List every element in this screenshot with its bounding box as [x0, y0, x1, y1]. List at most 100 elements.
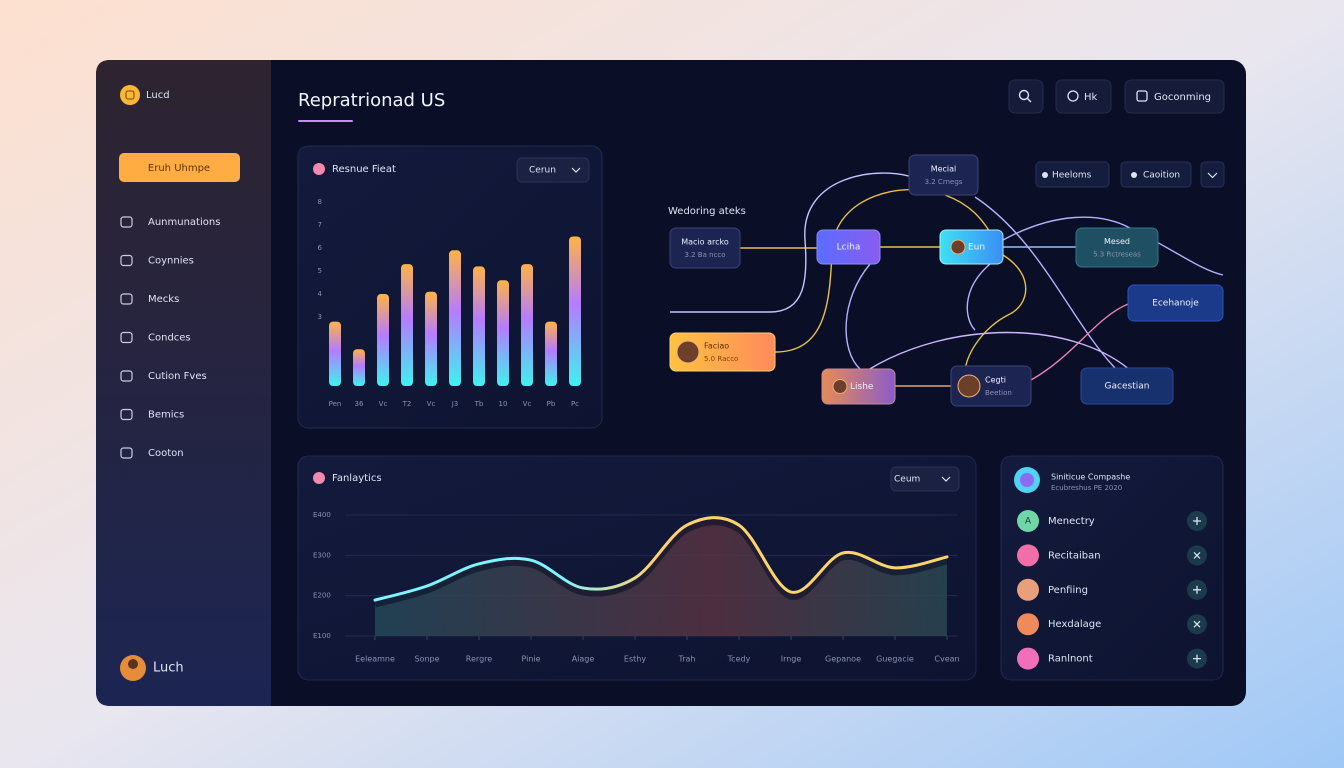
menu-icon	[120, 293, 133, 305]
edge	[966, 263, 991, 331]
bar	[425, 291, 437, 386]
primary-button-label[interactable]: Eruh Uhmpe	[148, 163, 210, 174]
x-tick-label: Sonpe	[414, 655, 439, 664]
y-tick-label: E100	[313, 632, 331, 640]
x-tick-label: Tb	[474, 400, 484, 408]
x-tick-label: 36	[355, 400, 364, 408]
y-tick-label: 5	[318, 267, 322, 275]
member-avatar	[1017, 613, 1039, 636]
workflow-node[interactable]	[1127, 284, 1224, 322]
dropdown-chevron	[571, 167, 581, 173]
x-tick-label: 10	[499, 400, 508, 408]
workflow-node[interactable]	[1075, 227, 1159, 268]
workflow-node[interactable]	[1080, 367, 1174, 405]
dropdown-label[interactable]: Cerun	[529, 166, 556, 176]
brand-logo-glyph	[125, 90, 135, 100]
card-icon	[313, 163, 325, 175]
team-subtitle: Ecubreshus PE 2020	[1051, 484, 1122, 492]
node-avatar	[950, 239, 966, 255]
node-sub: 5.3 Rctreseas	[1093, 251, 1141, 259]
member-name: Menectry	[1048, 516, 1095, 527]
legend-chip[interactable]	[1035, 161, 1110, 188]
header-button-icon	[1136, 90, 1148, 102]
dropdown[interactable]	[890, 466, 960, 492]
y-tick-label: 3	[318, 313, 322, 321]
legend-chip[interactable]	[1120, 161, 1192, 188]
legend-toggle-chevron	[1207, 172, 1218, 179]
node-label: Faciao	[704, 342, 729, 351]
edge	[774, 188, 991, 353]
node-label: Macio arcko	[681, 238, 729, 247]
legend-toggle[interactable]	[1200, 161, 1225, 188]
y-tick-label: 7	[318, 221, 322, 229]
dropdown-label[interactable]: Ceum	[894, 475, 920, 485]
y-tick-label: E300	[313, 551, 331, 559]
dropdown-chevron	[941, 476, 951, 482]
search-icon-handle	[1027, 98, 1032, 103]
menu-item[interactable]: Condces	[148, 333, 191, 344]
header-button[interactable]	[1124, 79, 1225, 114]
member-avatar	[1017, 510, 1039, 532]
workflow-node[interactable]	[908, 154, 979, 196]
menu-item[interactable]: Cution Fves	[148, 371, 207, 382]
bar	[449, 250, 461, 386]
brand-logo	[120, 85, 140, 105]
team-card	[1000, 455, 1224, 681]
line-shadow	[374, 518, 948, 608]
edge	[974, 196, 1116, 369]
workflow-node[interactable]	[816, 229, 881, 265]
member-name: Ranlnont	[1048, 654, 1093, 665]
header-button-label[interactable]: Hk	[1084, 92, 1098, 103]
header-button[interactable]	[1055, 79, 1112, 114]
member-initial: A	[1025, 517, 1032, 527]
x-tick-label: Vc	[379, 400, 388, 408]
member-name: Recitaiban	[1048, 550, 1101, 561]
node-label: Ecehanoje	[1152, 299, 1199, 309]
user-name[interactable]: Luch	[153, 661, 184, 676]
header-button-label[interactable]: Goconming	[1154, 92, 1211, 103]
search-button[interactable]	[1008, 79, 1044, 114]
menu-icon	[120, 216, 133, 228]
workflow-node[interactable]	[669, 332, 776, 372]
member-action-icon	[1193, 654, 1201, 663]
x-tick-label: Esthy	[624, 655, 646, 664]
bar	[473, 266, 485, 386]
menu-item[interactable]: Aunmunations	[148, 217, 220, 228]
primary-button[interactable]	[119, 153, 240, 182]
x-tick-label: Tcedy	[727, 655, 751, 664]
edge	[1030, 303, 1129, 381]
y-tick-label: E200	[313, 592, 331, 600]
menu-icon	[120, 254, 133, 267]
member-name: Penfiing	[1048, 585, 1088, 596]
title-underline	[298, 120, 353, 122]
member-avatar	[1017, 647, 1039, 670]
menu-item[interactable]: Mecks	[148, 294, 179, 305]
x-tick-label: Pb	[547, 400, 556, 408]
edge	[964, 254, 1027, 371]
bar	[353, 349, 365, 386]
user-avatar-face	[128, 659, 138, 669]
brand-name: Lucd	[146, 90, 170, 101]
menu-item[interactable]: Cooton	[148, 448, 184, 459]
search-icon	[1018, 89, 1030, 101]
legend-chip-icon	[1131, 172, 1137, 178]
bar	[329, 321, 341, 386]
workflow-node[interactable]	[669, 227, 741, 269]
legend-chip-label[interactable]: Caoition	[1143, 171, 1180, 181]
team-logo-inner	[1020, 473, 1034, 487]
bar-chart-title: Resnue Fieat	[332, 164, 396, 175]
y-tick-label: E400	[313, 511, 331, 519]
menu-item[interactable]: Bemics	[148, 410, 184, 421]
member-avatar	[1017, 544, 1039, 567]
bar	[545, 321, 557, 386]
workflow-node[interactable]	[821, 368, 896, 405]
workflow-node[interactable]	[939, 229, 1004, 265]
menu-item[interactable]: Coynnies	[148, 256, 194, 267]
x-tick-label: Guegacie	[876, 655, 914, 664]
node-label: Cegti	[985, 376, 1006, 385]
sidebar	[96, 60, 271, 706]
x-tick-label: Aiage	[572, 655, 595, 664]
legend-chip-label[interactable]: Heeloms	[1052, 171, 1092, 181]
member-action-icon	[1193, 551, 1201, 559]
dropdown[interactable]	[516, 157, 590, 183]
